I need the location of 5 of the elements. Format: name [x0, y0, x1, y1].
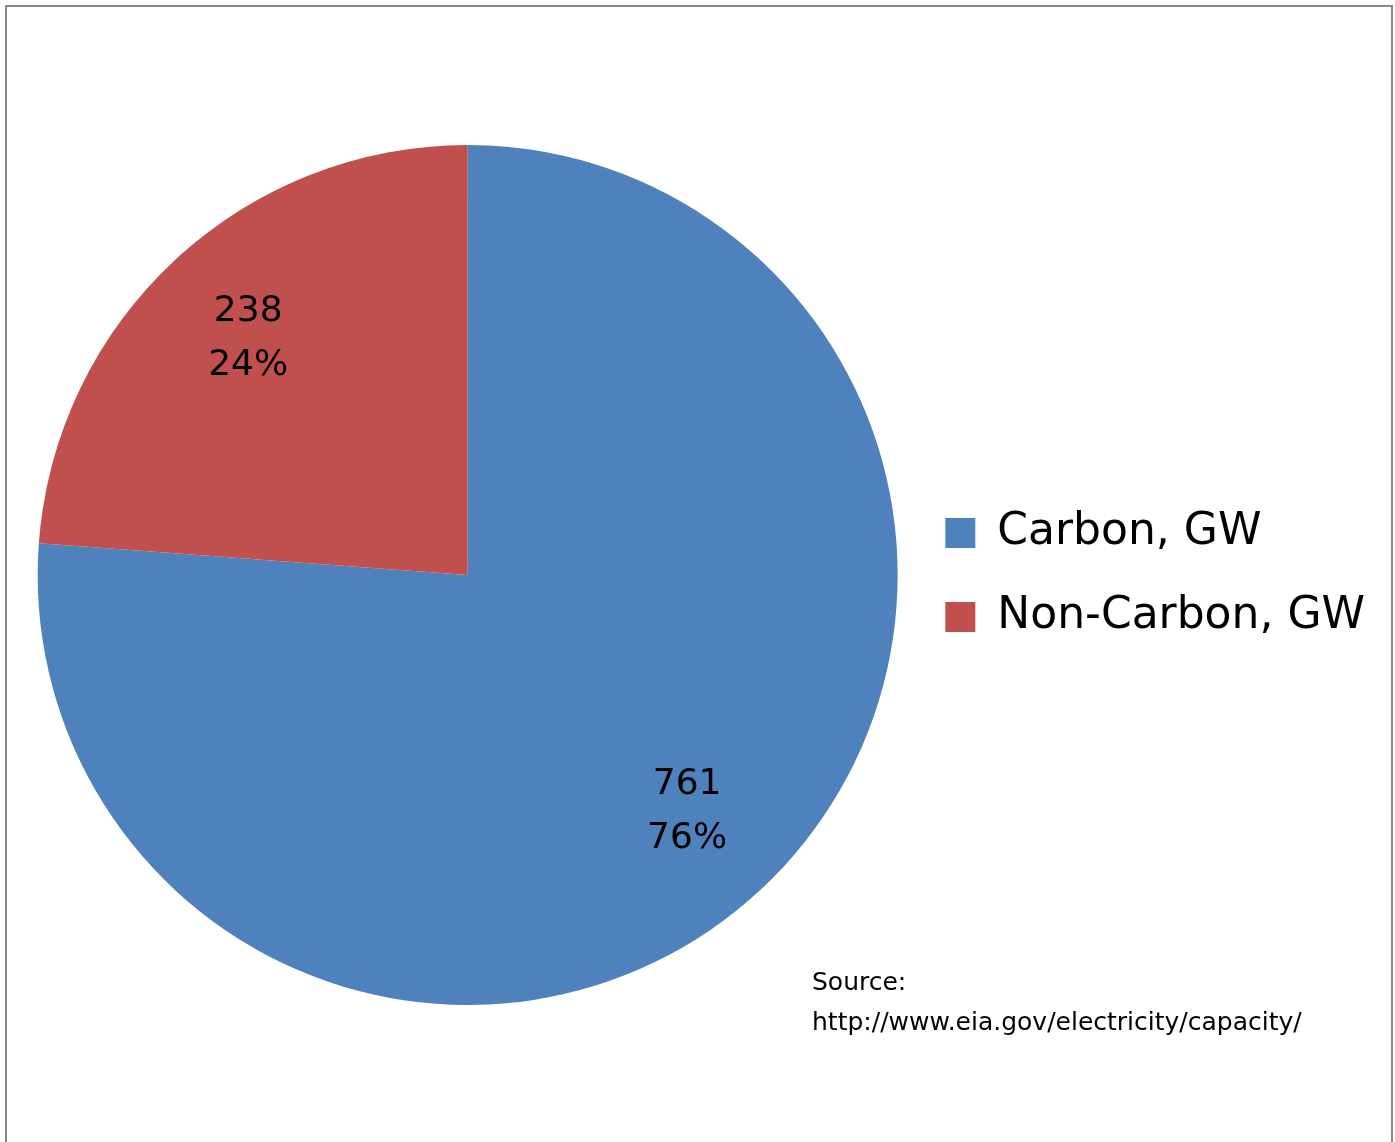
source-note: Source: http://www.eia.gov/electricity/capacity/: [812, 966, 1302, 1038]
legend-label: Carbon, GW: [997, 503, 1262, 555]
legend-label: Non-Carbon, GW: [997, 587, 1365, 639]
data-label: 761 76%: [647, 760, 728, 856]
data-label: 238 24%: [208, 288, 289, 384]
